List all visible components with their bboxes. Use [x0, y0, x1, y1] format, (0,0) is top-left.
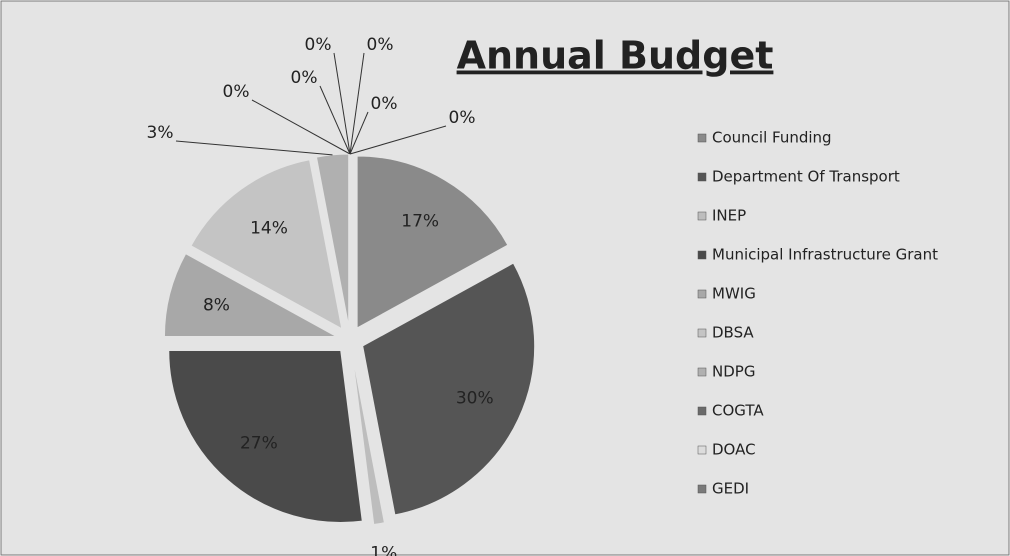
- pie-slice: [163, 252, 337, 338]
- pie-slice: [168, 350, 363, 524]
- leader-line: [319, 85, 351, 155]
- slice-label: 27%: [240, 433, 278, 453]
- leader-line: [251, 99, 351, 155]
- slice-label: 30%: [456, 389, 494, 409]
- slice-label: 0%: [305, 35, 332, 55]
- legend-swatch: [697, 133, 707, 143]
- pie-slice: [362, 262, 536, 516]
- legend-swatch: [697, 250, 707, 260]
- legend-swatch: [697, 484, 707, 494]
- legend-swatch: [697, 328, 707, 338]
- slice-label: 3%: [147, 123, 174, 143]
- legend-swatch: [697, 289, 707, 299]
- legend-label: Municipal Infrastructure Grant: [712, 246, 938, 264]
- slice-label: 17%: [401, 211, 439, 231]
- legend-label: DBSA: [712, 324, 754, 342]
- slice-label: 0%: [367, 35, 394, 55]
- chart-title: Annual Budget: [457, 34, 774, 78]
- leader-line: [175, 140, 333, 156]
- slice-label: 0%: [449, 108, 476, 128]
- legend-label: MWIG: [712, 285, 756, 303]
- legend-swatch: [697, 445, 707, 455]
- slice-label: 0%: [291, 68, 318, 88]
- legend-label: Department Of Transport: [712, 168, 900, 186]
- legend-swatch: [697, 172, 707, 182]
- pie-slice: [351, 353, 386, 526]
- legend-swatch: [697, 367, 707, 377]
- legend-label: GEDI: [712, 480, 749, 498]
- slice-label: 14%: [250, 218, 288, 238]
- leader-line: [349, 125, 447, 155]
- slice-label: 8%: [203, 296, 230, 316]
- slice-label: 0%: [371, 94, 398, 114]
- pie-slice: [356, 155, 509, 329]
- leader-line: [349, 52, 365, 155]
- legend-label: COGTA: [712, 402, 764, 420]
- legend-label: INEP: [712, 207, 746, 225]
- pie-slice: [190, 159, 343, 330]
- leader-line: [333, 52, 351, 155]
- slice-label: 0%: [223, 82, 250, 102]
- legend-swatch: [697, 211, 707, 221]
- leader-line: [349, 111, 369, 155]
- legend-label: NDPG: [712, 363, 755, 381]
- legend-label: Council Funding: [712, 129, 832, 147]
- legend-swatch: [697, 406, 707, 416]
- slice-label: 1%: [370, 543, 397, 556]
- legend-label: DOAC: [712, 441, 756, 459]
